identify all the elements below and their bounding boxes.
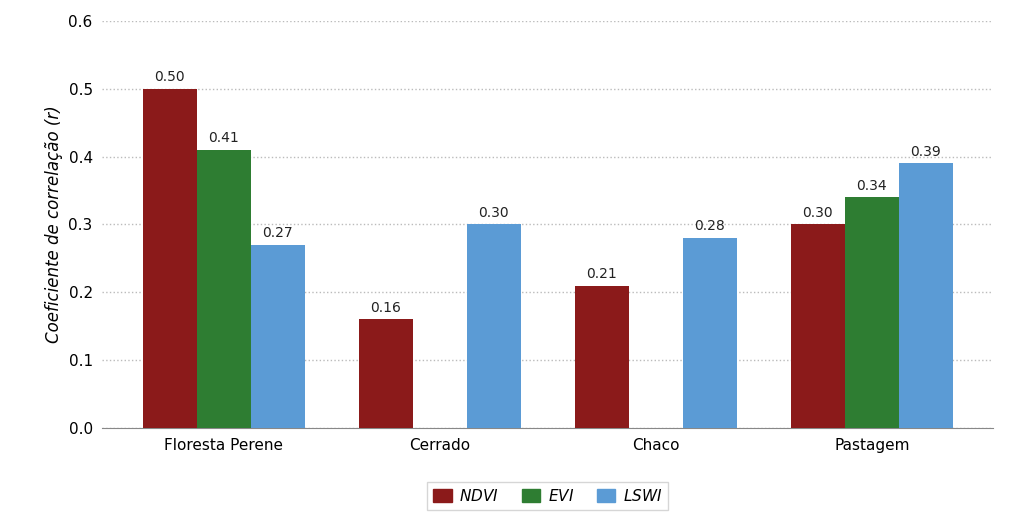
Bar (143, 89, 197, 428)
Text: 0.21: 0.21 (587, 267, 617, 281)
Y-axis label: Coeficiente de correlação (r): Coeficiente de correlação (r) (45, 105, 62, 343)
Bar (251, 245, 305, 428)
Bar (197, 150, 251, 428)
Text: 0.50: 0.50 (155, 70, 185, 84)
Bar (358, 319, 413, 428)
Text: 0.16: 0.16 (371, 301, 401, 315)
Bar (467, 224, 521, 428)
Bar (845, 197, 899, 428)
Text: 0.39: 0.39 (910, 145, 941, 159)
Text: 0.34: 0.34 (856, 179, 887, 193)
Bar (574, 286, 629, 428)
Bar (791, 224, 845, 428)
Text: 0.27: 0.27 (262, 226, 293, 240)
Text: 0.30: 0.30 (478, 206, 509, 220)
Legend: $\it{NDVI}$, $\it{EVI}$, $\it{LSWI}$: $\it{NDVI}$, $\it{EVI}$, $\it{LSWI}$ (427, 482, 669, 510)
Bar (683, 238, 737, 428)
Text: 0.28: 0.28 (694, 219, 725, 233)
Text: 0.41: 0.41 (209, 131, 240, 145)
Text: 0.30: 0.30 (803, 206, 834, 220)
Bar (899, 163, 952, 428)
